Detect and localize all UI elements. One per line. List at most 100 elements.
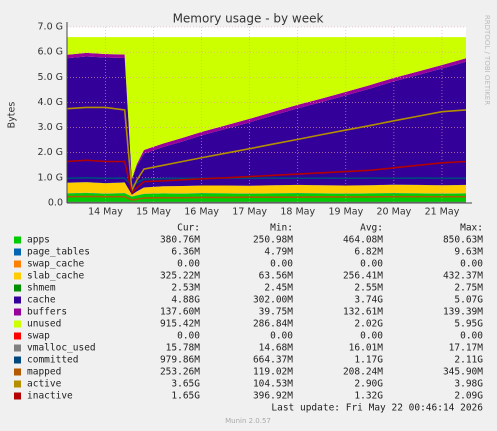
legend-stat: 119.02M bbox=[253, 367, 293, 378]
legend-stat: 14.68M bbox=[259, 343, 294, 354]
y-tick-label: 0.0 bbox=[48, 198, 63, 209]
legend-stat: 250.98M bbox=[253, 235, 293, 246]
line-series bbox=[66, 106, 467, 194]
legend: Cur: Min: Avg: Max: apps 380.76M 250.98M 464.08… bbox=[14, 223, 483, 402]
legend-stat: 0.00 bbox=[460, 331, 483, 342]
legend-label: unused bbox=[27, 319, 61, 330]
legend-stat: 256.41M bbox=[343, 271, 383, 282]
legend-stat: 302.00M bbox=[253, 295, 293, 306]
legend-stat: 1.65G bbox=[171, 391, 200, 402]
legend-swatch bbox=[14, 260, 21, 268]
y-tick-label: 3.0 G bbox=[38, 122, 64, 133]
line-series bbox=[66, 195, 466, 201]
legend-label: slab_cache bbox=[27, 271, 84, 282]
legend-stat: 5.95G bbox=[454, 319, 483, 330]
legend-stat: 0.00 bbox=[270, 331, 293, 342]
legend-stat: 2.02G bbox=[354, 319, 383, 330]
legend-stat: 16.01M bbox=[349, 343, 384, 354]
legend-stat: 253.26M bbox=[160, 367, 200, 378]
legend-stat: 63.56M bbox=[259, 271, 294, 282]
area-series bbox=[67, 52, 466, 180]
legend-stat: 2.45M bbox=[264, 283, 293, 294]
y-tick-label: 2.0 G bbox=[38, 147, 64, 158]
chart-title: Memory usage - by week bbox=[173, 12, 324, 26]
legend-stat: 979.86M bbox=[160, 355, 200, 366]
legend-stat: 15.78M bbox=[166, 343, 201, 354]
legend-stat: 396.92M bbox=[253, 391, 293, 402]
legend-swatch bbox=[14, 272, 21, 280]
legend-swatch bbox=[14, 248, 21, 256]
legend-stat: 104.53M bbox=[253, 379, 293, 390]
legend-swatch bbox=[14, 236, 21, 244]
legend-swatch bbox=[14, 356, 21, 364]
legend-header: Avg: bbox=[360, 223, 383, 234]
legend-stat: 464.08M bbox=[343, 235, 383, 246]
legend-stat: 1.32G bbox=[354, 391, 383, 402]
x-tick-label: 18 May bbox=[280, 207, 315, 218]
legend-swatch bbox=[14, 344, 21, 352]
legend-stat: 3.65G bbox=[171, 379, 200, 390]
legend-stat: 325.22M bbox=[160, 271, 200, 282]
y-tick-label: 5.0 G bbox=[38, 72, 64, 83]
x-tick-label: 15 May bbox=[136, 207, 171, 218]
legend-stat: 6.36M bbox=[171, 247, 200, 258]
legend-swatch bbox=[14, 308, 21, 316]
legend-stat: 0.00 bbox=[270, 259, 293, 270]
areas bbox=[67, 37, 466, 203]
legend-stat: 5.07G bbox=[454, 295, 483, 306]
legend-swatch bbox=[14, 380, 21, 388]
legend-label: mapped bbox=[27, 367, 61, 378]
x-tick-label: 19 May bbox=[328, 207, 363, 218]
legend-label: active bbox=[27, 379, 62, 390]
legend-swatch bbox=[14, 284, 21, 292]
legend-label: swap bbox=[27, 331, 50, 342]
legend-stat: 0.00 bbox=[360, 331, 383, 342]
legend-stat: 380.76M bbox=[160, 235, 200, 246]
legend-label: committed bbox=[27, 355, 78, 366]
legend-stat: 0.00 bbox=[177, 259, 200, 270]
y-tick-label: 4.0 G bbox=[38, 97, 64, 108]
legend-label: cache bbox=[27, 295, 56, 306]
x-tick-label: 20 May bbox=[377, 207, 412, 218]
y-axis-label: Bytes bbox=[7, 102, 18, 129]
legend-swatch bbox=[14, 320, 21, 328]
x-tick-label: 16 May bbox=[184, 207, 219, 218]
legend-stat: 208.24M bbox=[343, 367, 383, 378]
legend-label: vmalloc_used bbox=[27, 343, 96, 354]
legend-stat: 3.74G bbox=[354, 295, 383, 306]
legend-label: apps bbox=[27, 235, 50, 246]
area-series bbox=[67, 56, 466, 195]
legend-stat: 0.00 bbox=[177, 331, 200, 342]
footer: Munin 2.0.57 bbox=[225, 417, 271, 425]
legend-stat: 2.53M bbox=[171, 283, 200, 294]
y-tick-label: 1.0 G bbox=[38, 172, 64, 183]
legend-stat: 2.75M bbox=[454, 283, 483, 294]
area-series bbox=[67, 37, 466, 179]
legend-stat: 9.63M bbox=[454, 247, 483, 258]
legend-stat: 432.37M bbox=[443, 271, 483, 282]
line-series bbox=[66, 159, 467, 195]
x-tick-label: 21 May bbox=[425, 207, 460, 218]
axes: 0.0 1.0 G 2.0 G 3.0 G 4.0 G 5.0 G 6.0 G 7.0 G 14… bbox=[38, 22, 472, 218]
legend-stat: 664.37M bbox=[253, 355, 293, 366]
legend-stat: 6.82M bbox=[354, 247, 383, 258]
legend-stat: 1.17G bbox=[354, 355, 383, 366]
legend-stat: 2.09G bbox=[454, 391, 483, 402]
y-tick-label: 7.0 G bbox=[38, 22, 64, 33]
legend-header: Min: bbox=[270, 223, 293, 234]
legend-stat: 137.60M bbox=[160, 307, 200, 318]
legend-stat: 4.79M bbox=[264, 247, 293, 258]
legend-label: inactive bbox=[27, 391, 73, 402]
legend-stat: 132.61M bbox=[343, 307, 383, 318]
x-tick-label: 17 May bbox=[232, 207, 267, 218]
legend-stat: 3.98G bbox=[454, 379, 483, 390]
legend-label: page_tables bbox=[27, 247, 90, 258]
legend-stat: 850.63M bbox=[443, 235, 483, 246]
area-series bbox=[67, 182, 466, 197]
legend-stat: 2.90G bbox=[354, 379, 383, 390]
last-update: Last update: Fri May 22 00:46:14 2026 bbox=[271, 403, 483, 414]
legend-swatch bbox=[14, 392, 21, 400]
legend-label: buffers bbox=[27, 307, 67, 318]
legend-swatch bbox=[14, 368, 21, 376]
